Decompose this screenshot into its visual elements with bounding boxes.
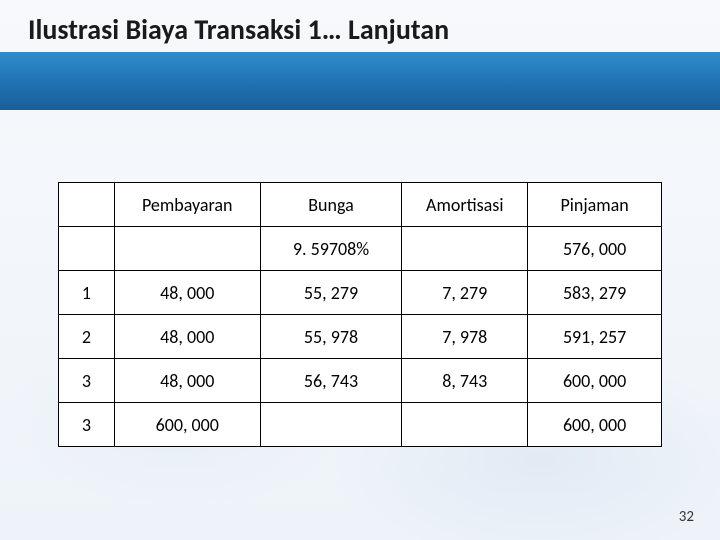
slide-title: Ilustrasi Biaya Transaksi 1… Lanjutan	[28, 12, 449, 47]
cell	[59, 227, 115, 271]
table-row: 3 48, 000 56, 743 8, 743 600, 000	[59, 359, 662, 403]
header-cell-pembayaran: Pembayaran	[114, 183, 260, 227]
page-number: 32	[679, 508, 694, 526]
table-row: 9. 59708% 576, 000	[59, 227, 662, 271]
header-cell-bunga: Bunga	[260, 183, 402, 227]
header-cell-pinjaman: Pinjaman	[528, 183, 662, 227]
amortization-table: Pembayaran Bunga Amortisasi Pinjaman 9. …	[58, 182, 662, 447]
cell: 600, 000	[114, 403, 260, 447]
cell	[402, 227, 528, 271]
cell: 576, 000	[528, 227, 662, 271]
header-cell-index	[59, 183, 115, 227]
cell: 3	[59, 359, 115, 403]
table-header-row: Pembayaran Bunga Amortisasi Pinjaman	[59, 183, 662, 227]
cell: 3	[59, 403, 115, 447]
cell: 7, 279	[402, 271, 528, 315]
cell: 55, 279	[260, 271, 402, 315]
table-row: 1 48, 000 55, 279 7, 279 583, 279	[59, 271, 662, 315]
cell: 2	[59, 315, 115, 359]
cell: 55, 978	[260, 315, 402, 359]
title-accent-bar	[0, 52, 720, 110]
cell: 9. 59708%	[260, 227, 402, 271]
header-cell-amortisasi: Amortisasi	[402, 183, 528, 227]
cell: 1	[59, 271, 115, 315]
cell: 600, 000	[528, 403, 662, 447]
cell	[260, 403, 402, 447]
amortization-table-container: Pembayaran Bunga Amortisasi Pinjaman 9. …	[58, 182, 662, 447]
table-row: 2 48, 000 55, 978 7, 978 591, 257	[59, 315, 662, 359]
cell	[114, 227, 260, 271]
cell: 600, 000	[528, 359, 662, 403]
cell: 48, 000	[114, 271, 260, 315]
cell: 583, 279	[528, 271, 662, 315]
cell: 8, 743	[402, 359, 528, 403]
table-row: 3 600, 000 600, 000	[59, 403, 662, 447]
cell	[402, 403, 528, 447]
cell: 48, 000	[114, 315, 260, 359]
cell: 591, 257	[528, 315, 662, 359]
cell: 48, 000	[114, 359, 260, 403]
cell: 56, 743	[260, 359, 402, 403]
cell: 7, 978	[402, 315, 528, 359]
